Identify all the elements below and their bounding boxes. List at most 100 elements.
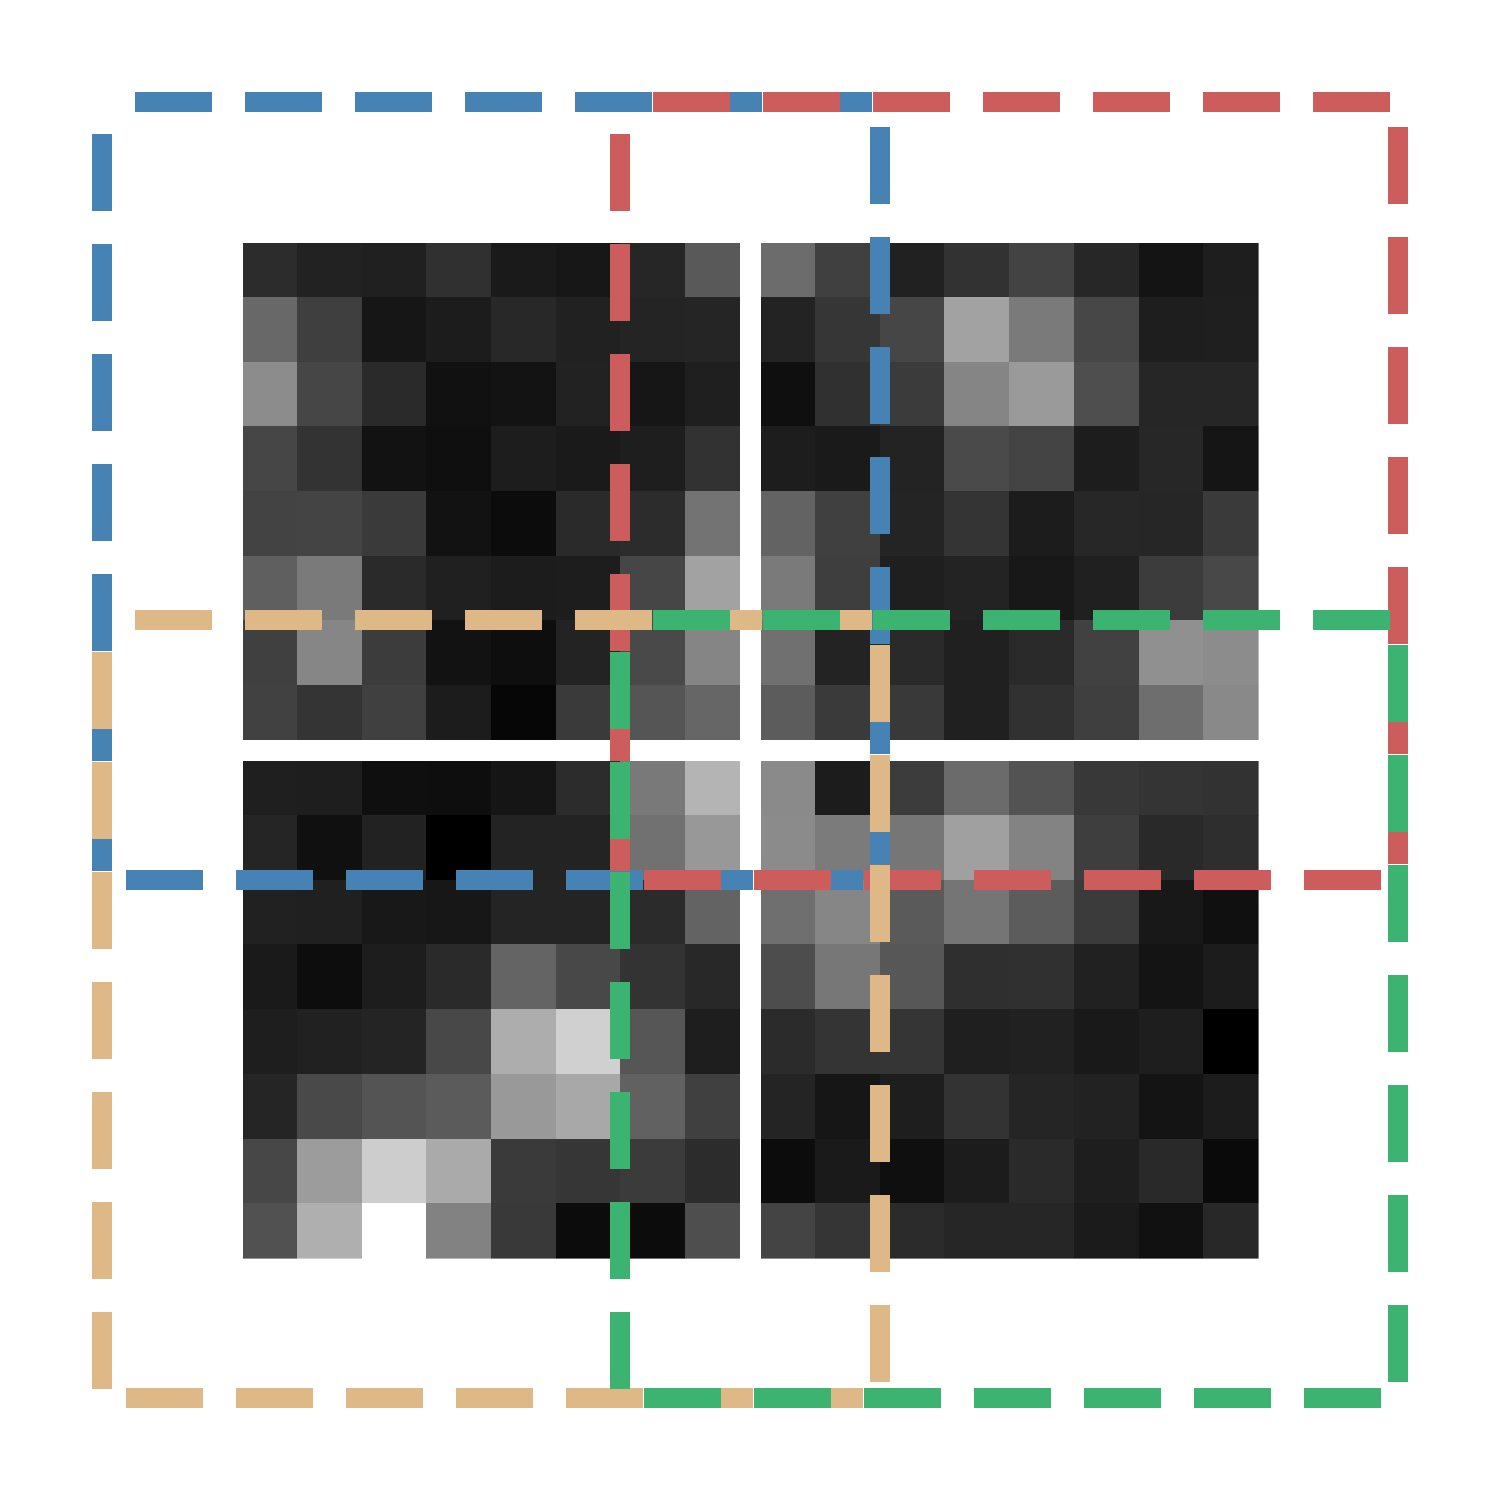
pixel-top-left-r2-c1: [297, 362, 363, 427]
pixel-bottom-right-r11-c15: [1203, 944, 1259, 1010]
pixel-top-right-r6-c11: [944, 620, 1010, 686]
pixel-bottom-right-r10-c13: [1074, 880, 1140, 945]
pixel-top-left-r1-c1: [297, 297, 363, 363]
pixel-bottom-right-r10-c10: [880, 880, 945, 945]
pixel-bottom-right-r9-c8: [761, 815, 816, 881]
pixel-top-left-r6-c4: [491, 620, 557, 686]
pixel-top-left-r1-c5: [556, 297, 621, 363]
pixel-bottom-left-r12-c0: [243, 1009, 298, 1075]
pixel-bottom-left-r13-c5: [556, 1074, 621, 1140]
pixel-bottom-left-r10-c4: [491, 880, 557, 945]
pixel-bottom-left-r10-c3: [426, 880, 492, 945]
pixel-bottom-right-r12-c15: [1203, 1009, 1259, 1075]
pixel-top-right-r1-c8: [761, 297, 816, 363]
pixel-top-right-r1-c12: [1009, 297, 1075, 363]
pixel-bottom-right-r13-c10: [880, 1074, 945, 1140]
pixel-top-right-r5-c8: [761, 556, 816, 621]
pixel-top-right-r4-c14: [1139, 491, 1204, 557]
pixel-top-left-r4-c3: [426, 491, 492, 557]
pixel-top-right-r2-c8: [761, 362, 816, 427]
pixel-top-right-r2-c12: [1009, 362, 1075, 427]
pixel-top-right-r3-c12: [1009, 426, 1075, 492]
pixel-bottom-right-r15-c15: [1203, 1203, 1259, 1259]
window-blue: [92, 92, 890, 890]
pixel-top-left-r4-c6: [620, 491, 686, 557]
pixel-bottom-right-r9-c10: [880, 815, 945, 881]
pixel-bottom-right-r10-c12: [1009, 880, 1075, 945]
pixel-bottom-right-r10-c11: [944, 880, 1010, 945]
pixel-top-right-r4-c11: [944, 491, 1010, 557]
pixel-top-right-r2-c9: [815, 362, 881, 427]
pixel-top-right-r2-c11: [944, 362, 1010, 427]
pixel-bottom-left-r15-c2: [362, 1203, 427, 1259]
pixel-bottom-right-r14-c9: [815, 1139, 881, 1204]
pixel-bottom-left-r13-c0: [243, 1074, 298, 1140]
pixel-bottom-right-r14-c11: [944, 1139, 1010, 1204]
pixel-top-right-r4-c10: [880, 491, 945, 557]
pixel-top-right-r5-c9: [815, 556, 881, 621]
pixel-bottom-right-r10-c15: [1203, 880, 1259, 945]
pixel-bottom-right-r11-c12: [1009, 944, 1075, 1010]
pixel-top-left-r5-c0: [243, 556, 298, 621]
pixel-bottom-right-r14-c8: [761, 1139, 816, 1204]
pixel-bottom-left-r9-c2: [362, 815, 427, 881]
pixel-bottom-left-r9-c4: [491, 815, 557, 881]
pixel-bottom-right-r9-c14: [1139, 815, 1204, 881]
pixel-top-right-r6-c14: [1139, 620, 1204, 686]
pixel-bottom-left-r10-c1: [297, 880, 363, 945]
pixel-bottom-right-r8-c9: [815, 761, 881, 816]
window-overlays: [92, 92, 1408, 1408]
pixel-bottom-left-r12-c4: [491, 1009, 557, 1075]
pixel-top-left-r5-c1: [297, 556, 363, 621]
pixel-top-right-r3-c15: [1203, 426, 1259, 492]
pixel-top-right-r6-c8: [761, 620, 816, 686]
pixel-top-left-r3-c3: [426, 426, 492, 492]
pixel-bottom-right-r9-c15: [1203, 815, 1259, 881]
pixel-top-left-r0-c4: [491, 243, 557, 298]
pixel-bottom-left-r10-c5: [556, 880, 621, 945]
pixel-top-right-r3-c9: [815, 426, 881, 492]
pixel-top-left-r6-c3: [426, 620, 492, 686]
pixel-bottom-right-r15-c14: [1139, 1203, 1204, 1259]
pixel-top-left-r2-c6: [620, 362, 686, 427]
pixel-bottom-right-r15-c11: [944, 1203, 1010, 1259]
pixel-top-left-r5-c6: [620, 556, 686, 621]
pixel-bottom-left-r12-c5: [556, 1009, 621, 1075]
pixel-top-left-r0-c2: [362, 243, 427, 298]
pixel-top-left-r1-c3: [426, 297, 492, 363]
pixel-top-right-r5-c14: [1139, 556, 1204, 621]
pixel-top-left-r2-c5: [556, 362, 621, 427]
pixel-bottom-right-r13-c12: [1009, 1074, 1075, 1140]
pixel-bottom-left-r9-c6: [620, 815, 686, 881]
pixel-bottom-right-r12-c8: [761, 1009, 816, 1075]
pixel-bottom-right-r14-c15: [1203, 1139, 1259, 1204]
pixel-bottom-left-r9-c5: [556, 815, 621, 881]
pixel-bottom-left-r8-c6: [620, 761, 686, 816]
pixel-bottom-right-r12-c9: [815, 1009, 881, 1075]
pixel-top-right-r1-c15: [1203, 297, 1259, 363]
pixel-top-left-r6-c2: [362, 620, 427, 686]
pixel-bottom-left-r13-c1: [297, 1074, 363, 1140]
pixel-top-right-r3-c10: [880, 426, 945, 492]
pixel-top-left-r3-c6: [620, 426, 686, 492]
pixel-bottom-left-r13-c3: [426, 1074, 492, 1140]
pixel-bottom-right-r13-c8: [761, 1074, 816, 1140]
pixel-top-right-r3-c13: [1074, 426, 1140, 492]
pixel-bottom-left-r15-c3: [426, 1203, 492, 1259]
pixel-top-left-r5-c4: [491, 556, 557, 621]
pixel-bottom-right-r14-c10: [880, 1139, 945, 1204]
pixel-top-right-r6-c15: [1203, 620, 1259, 686]
pixel-bottom-left-r14-c4: [491, 1139, 557, 1204]
pixel-top-left-r6-c6: [620, 620, 686, 686]
pixel-top-right-r5-c15: [1203, 556, 1259, 621]
pixel-top-right-r5-c11: [944, 556, 1010, 621]
pixel-bottom-right-r8-c13: [1074, 761, 1140, 816]
pixel-top-right-r3-c11: [944, 426, 1010, 492]
pixel-bottom-left-r11-c4: [491, 944, 557, 1010]
pixel-bottom-right-r13-c14: [1139, 1074, 1204, 1140]
pixel-top-left-r3-c4: [491, 426, 557, 492]
pixel-top-right-r1-c10: [880, 297, 945, 363]
pixel-top-right-r0-c8: [761, 243, 816, 298]
pixel-top-left-r6-c1: [297, 620, 363, 686]
